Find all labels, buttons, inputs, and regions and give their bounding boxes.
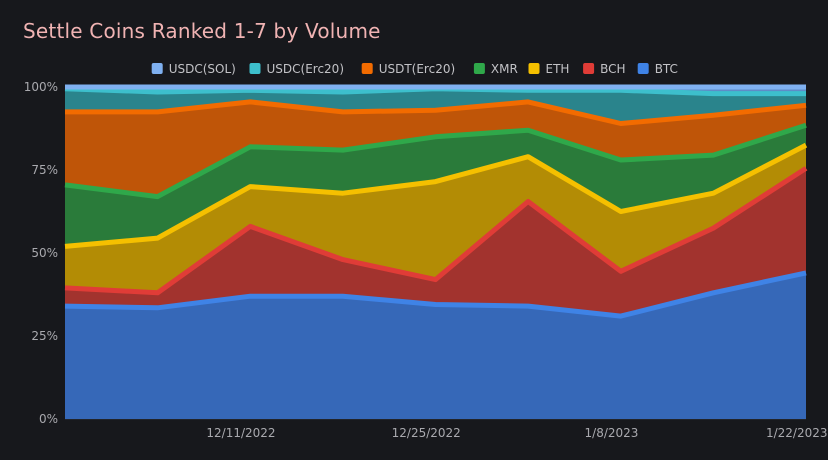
legend-label: BCH xyxy=(600,62,625,76)
line-usdt-erc20- xyxy=(65,99,807,126)
legend-swatch xyxy=(637,63,649,74)
legend-item-bch: BCH xyxy=(583,62,626,76)
x-tick-label: 12/11/2022 xyxy=(206,426,275,440)
legend-swatch xyxy=(473,63,485,74)
legend-label: ETH xyxy=(546,62,570,76)
x-tick-label: 12/25/2022 xyxy=(392,426,461,440)
legend-label: XMR xyxy=(491,62,518,76)
x-tick-label: 1/22/2023 xyxy=(766,426,828,440)
line-bch xyxy=(64,166,808,296)
y-tick-label: 100% xyxy=(24,80,58,94)
x-tick-label: 1/8/2023 xyxy=(585,426,639,440)
legend-label: USDT(Erc20) xyxy=(379,62,455,76)
y-tick-label: 50% xyxy=(31,246,58,260)
legend-swatch xyxy=(361,63,373,74)
legend-item-xmr: XMR xyxy=(473,62,518,76)
legend-item-usdc-erc20-: USDC(Erc20) xyxy=(249,62,345,76)
area-usdc-erc20- xyxy=(65,88,806,124)
area-layers xyxy=(65,87,806,419)
y-tick-label: 25% xyxy=(31,329,58,343)
area-btc xyxy=(65,272,806,419)
legend-swatch xyxy=(528,63,540,74)
area-eth xyxy=(65,145,806,293)
line-btc xyxy=(64,270,807,319)
series-lines xyxy=(64,84,808,319)
chart-title: Settle Coins Ranked 1-7 by Volume xyxy=(23,19,381,43)
legend-item-eth: ETH xyxy=(528,62,570,76)
legend-swatch xyxy=(583,63,595,74)
legend-item-usdt-erc20-: USDT(Erc20) xyxy=(361,62,455,76)
y-tick-label: 75% xyxy=(31,163,58,177)
line-eth xyxy=(64,142,808,249)
legend-item-btc: BTC xyxy=(637,62,678,76)
line-xmr xyxy=(64,122,807,200)
legend-item-usdc-sol-: USDC(SOL) xyxy=(151,62,236,76)
legend-swatch xyxy=(151,63,163,74)
y-tick-label: 0% xyxy=(39,412,58,426)
legend: USDC(SOL) USDC(Erc20) USDT(Erc20) XMR ETH BCH… xyxy=(151,62,678,76)
legend-label: USDC(Erc20) xyxy=(267,62,345,76)
legend-label: BTC xyxy=(655,62,678,76)
legend-swatch xyxy=(249,63,261,74)
area-xmr xyxy=(65,125,806,247)
area-bch xyxy=(65,168,806,317)
legend-label: USDC(SOL) xyxy=(169,62,236,76)
